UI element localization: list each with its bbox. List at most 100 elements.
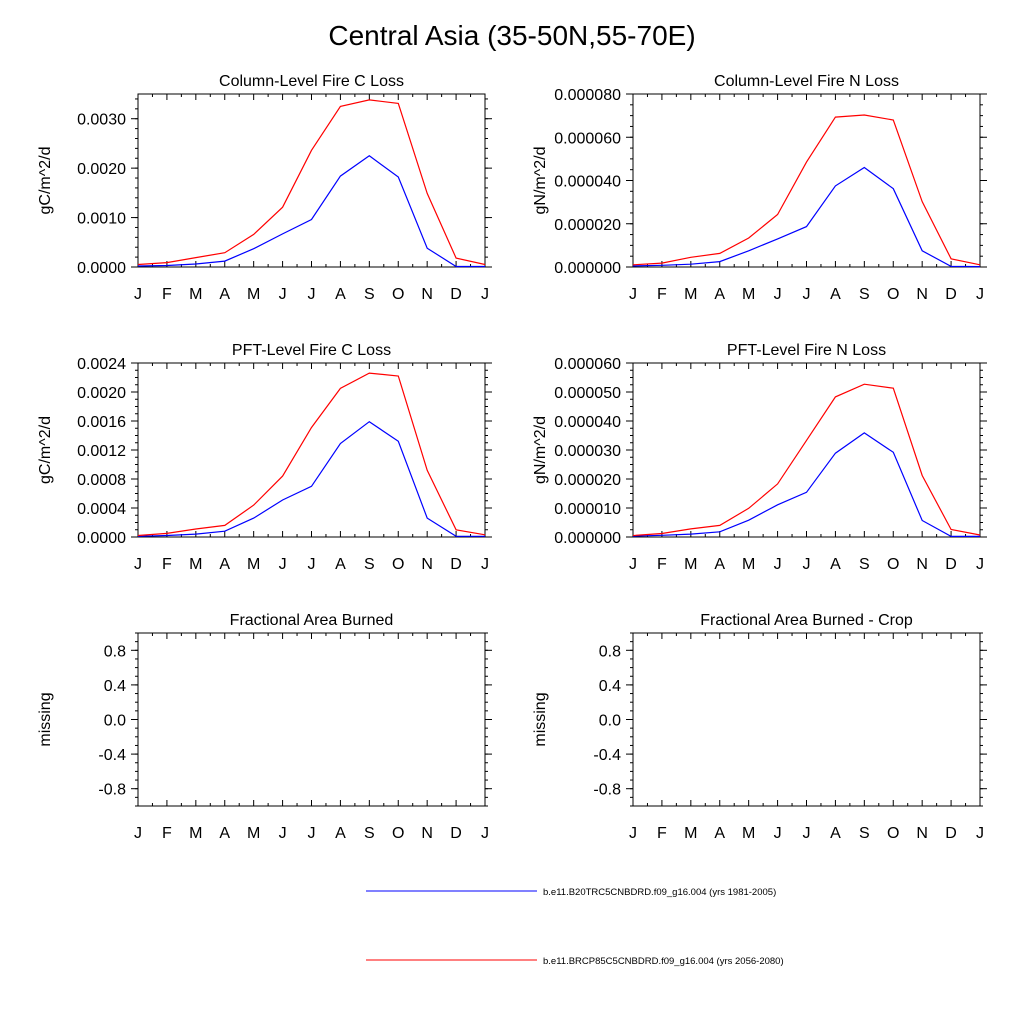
chart-panel-fractional-area-burned-crop: J F M A M J J A S O N D J-0.8-0.40.00.40.8Fractional… bbox=[532, 612, 987, 842]
x-tick-label: A bbox=[714, 286, 725, 303]
x-tick-label: J bbox=[976, 825, 984, 842]
x-tick-label: D bbox=[450, 286, 462, 303]
x-tick-label: A bbox=[335, 286, 346, 303]
y-tick-label: 0.0000 bbox=[77, 530, 126, 547]
x-tick-label: D bbox=[450, 556, 462, 573]
y-tick-label: 0.0020 bbox=[77, 161, 126, 178]
series-line-1 bbox=[632, 166, 981, 268]
y-axis-label: gN/m^2/d bbox=[532, 416, 549, 484]
x-tick-label: J bbox=[774, 825, 782, 842]
x-tick-label: J bbox=[803, 556, 811, 573]
y-tick-label: 0.0 bbox=[104, 713, 126, 730]
x-tick-label: A bbox=[714, 825, 725, 842]
x-tick-label: O bbox=[887, 825, 899, 842]
x-tick-label: N bbox=[916, 556, 928, 573]
x-tick-label: O bbox=[392, 825, 404, 842]
y-axis-label: gC/m^2/d bbox=[37, 416, 54, 484]
x-tick-label: F bbox=[162, 286, 172, 303]
plot-frame bbox=[632, 632, 981, 807]
x-tick-label: M bbox=[247, 286, 260, 303]
y-tick-label: 0.0008 bbox=[77, 472, 126, 489]
x-tick-label: N bbox=[421, 825, 433, 842]
x-tick-label: N bbox=[421, 286, 433, 303]
x-tick-label: N bbox=[916, 825, 928, 842]
x-tick-label: F bbox=[162, 825, 172, 842]
x-tick-label: O bbox=[392, 556, 404, 573]
y-tick-label: -0.4 bbox=[593, 747, 621, 764]
chart-panel-column-fire-c-loss: J F M A M J J A S O N D J0.00000.00100.00200.0030Col… bbox=[37, 73, 492, 303]
chart-panel-pft-fire-c-loss: J F M A M J J A S O N D J0.00000.00040.00080.00120.0… bbox=[37, 342, 492, 573]
chart-panel-column-fire-n-loss: J F M A M J J A S O N D J0.0000000.0000200.0000400.0… bbox=[532, 73, 987, 303]
y-axis-label: gN/m^2/d bbox=[532, 147, 549, 215]
x-tick-label: D bbox=[945, 825, 957, 842]
y-tick-label: 0.000080 bbox=[554, 87, 621, 104]
plot-frame bbox=[632, 362, 981, 538]
y-tick-label: 0.0020 bbox=[77, 385, 126, 402]
y-tick-label: 0.0012 bbox=[77, 443, 126, 460]
chart-title: Column-Level Fire C Loss bbox=[219, 73, 404, 90]
x-tick-label: M bbox=[742, 556, 755, 573]
y-tick-label: -0.4 bbox=[98, 747, 126, 764]
series-line-2 bbox=[137, 372, 486, 537]
y-tick-label: 0.000060 bbox=[554, 130, 621, 147]
x-tick-label: J bbox=[481, 556, 489, 573]
x-tick-label: A bbox=[714, 556, 725, 573]
y-tick-label: 0.000000 bbox=[554, 530, 621, 547]
chart-title: PFT-Level Fire N Loss bbox=[727, 342, 886, 359]
y-tick-label: 0.0 bbox=[599, 713, 621, 730]
x-tick-label: J bbox=[481, 825, 489, 842]
series-line-2 bbox=[632, 383, 981, 537]
x-tick-label: J bbox=[279, 556, 287, 573]
x-tick-label: J bbox=[803, 286, 811, 303]
y-tick-label: 0.4 bbox=[104, 678, 126, 695]
x-tick-label: N bbox=[421, 556, 433, 573]
legend-label-2: b.e11.BRCP85C5CNBDRD.f09_g16.004 (yrs 20… bbox=[543, 956, 784, 967]
y-tick-label: 0.000030 bbox=[554, 443, 621, 460]
x-tick-label: F bbox=[657, 556, 667, 573]
x-tick-label: M bbox=[247, 825, 260, 842]
y-tick-label: 0.000060 bbox=[554, 356, 621, 373]
x-tick-label: M bbox=[247, 556, 260, 573]
y-tick-label: 0.000040 bbox=[554, 174, 621, 191]
x-tick-label: J bbox=[629, 286, 637, 303]
x-tick-label: O bbox=[887, 286, 899, 303]
y-tick-label: 0.000010 bbox=[554, 501, 621, 518]
plot-frame bbox=[137, 362, 486, 538]
x-tick-label: M bbox=[684, 556, 697, 573]
x-tick-label: M bbox=[684, 825, 697, 842]
x-tick-label: J bbox=[279, 286, 287, 303]
x-tick-label: S bbox=[859, 286, 870, 303]
y-tick-label: 0.0016 bbox=[77, 414, 126, 431]
x-tick-label: S bbox=[364, 556, 375, 573]
chart-title: Fractional Area Burned - Crop bbox=[700, 612, 913, 629]
x-tick-label: A bbox=[219, 825, 230, 842]
x-tick-label: N bbox=[916, 286, 928, 303]
x-tick-label: D bbox=[450, 825, 462, 842]
x-tick-label: J bbox=[134, 825, 142, 842]
y-tick-label: 0.000020 bbox=[554, 472, 621, 489]
y-tick-label: -0.8 bbox=[593, 782, 621, 799]
series-line-1 bbox=[632, 432, 980, 538]
x-tick-label: J bbox=[629, 825, 637, 842]
x-tick-label: S bbox=[859, 556, 870, 573]
plot-frame bbox=[137, 632, 486, 807]
plot-frame bbox=[137, 93, 486, 268]
x-tick-label: A bbox=[219, 286, 230, 303]
x-tick-label: M bbox=[742, 286, 755, 303]
x-tick-label: A bbox=[830, 286, 841, 303]
y-tick-label: 0.4 bbox=[599, 678, 621, 695]
figure-title: Central Asia (35-50N,55-70E) bbox=[328, 20, 696, 51]
x-tick-label: D bbox=[945, 286, 957, 303]
y-tick-label: 0.8 bbox=[599, 643, 621, 660]
x-tick-label: S bbox=[859, 825, 870, 842]
y-tick-label: 0.0004 bbox=[77, 501, 126, 518]
chart-panel-fractional-area-burned: J F M A M J J A S O N D J-0.8-0.40.00.40.8Fractional… bbox=[37, 612, 492, 842]
y-tick-label: 0.8 bbox=[104, 643, 126, 660]
series-line-1 bbox=[137, 155, 485, 268]
x-tick-label: M bbox=[742, 825, 755, 842]
x-tick-label: O bbox=[392, 286, 404, 303]
chart-panel-pft-fire-n-loss: J F M A M J J A S O N D J0.0000000.0000100.0000200.0… bbox=[532, 342, 987, 573]
x-tick-label: D bbox=[945, 556, 957, 573]
x-tick-label: M bbox=[684, 286, 697, 303]
y-tick-label: -0.8 bbox=[98, 782, 126, 799]
